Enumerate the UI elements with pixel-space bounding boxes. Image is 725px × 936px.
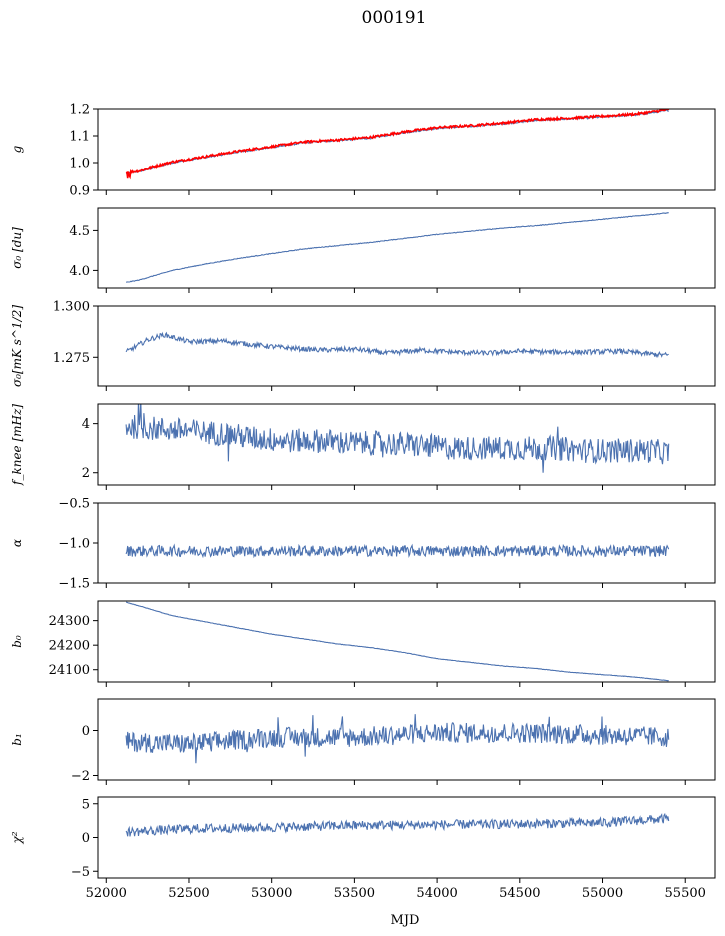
- x-axis-label: MJD: [391, 913, 420, 928]
- axes-frame: [97, 207, 716, 289]
- subplot-8: −5 0 5 52000 52500 53000 53500 54000 54500 55000 5…: [10, 796, 716, 901]
- y-tick-label: −1.0: [58, 537, 90, 552]
- x-tick-label: 54500: [499, 886, 540, 901]
- y-tick-label: 1.0: [69, 157, 90, 172]
- y-axis-label: b₁: [10, 733, 24, 746]
- y-tick-label: 1.1: [69, 130, 90, 145]
- y-axis-label: σ₀[mK s^1/2]: [10, 305, 24, 387]
- axes-frame: [97, 698, 716, 781]
- y-tick-label: 24300: [49, 614, 90, 629]
- subplot-6: 24100 24200 24300 b₀: [10, 600, 716, 687]
- axes-frame: [97, 796, 716, 879]
- series-line-1: [125, 714, 670, 764]
- subplot-1: 0.9 1.0 1.1 1.2 g: [10, 103, 716, 199]
- x-tick-label: 55500: [665, 886, 706, 901]
- subplot-3: 1.275 1.300 σ₀[mK s^1/2]: [10, 300, 716, 391]
- y-tick-label: 1.300: [53, 300, 90, 315]
- axes-frame: [97, 305, 716, 387]
- y-tick-label: 24100: [49, 663, 90, 678]
- y-tick-label: 0: [82, 724, 90, 739]
- series-line-1: [125, 331, 669, 358]
- series-line-2: [125, 109, 670, 180]
- y-tick-label: −0.5: [58, 497, 90, 512]
- y-axis-label: b₀: [10, 635, 24, 648]
- subplot-4: 2 4 f_knee [mHz]: [10, 403, 716, 490]
- y-tick-label: 5: [82, 797, 90, 812]
- x-tick-label: 55000: [582, 886, 623, 901]
- axes-frame: [97, 403, 716, 486]
- series-line-1: [125, 543, 670, 559]
- axes-frame: [97, 108, 716, 191]
- x-tick-label: 52000: [86, 886, 127, 901]
- x-tick-label: 53500: [334, 886, 375, 901]
- y-tick-label: 4.5: [69, 224, 90, 239]
- y-tick-label: 24200: [49, 639, 90, 654]
- subplots: 0.9 1.0 1.1 1.2 g 4.0 4.5 σ₀ [du] 1.275 1.300 σ₀[m…: [10, 103, 716, 901]
- subplot-5: −1.5 −1.0 −0.5 α: [10, 497, 716, 592]
- y-axis-label: g: [10, 145, 24, 153]
- series-line-1: [125, 404, 670, 473]
- subplot-2: 4.0 4.5 σ₀ [du]: [10, 207, 716, 293]
- y-axis-label: α: [10, 539, 24, 547]
- y-tick-label: −1.5: [58, 577, 90, 592]
- y-tick-label: 1.2: [69, 103, 90, 118]
- series-line-1: [126, 211, 669, 283]
- x-tick-label: 53000: [251, 886, 292, 901]
- series-line-1: [126, 601, 669, 682]
- y-tick-label: 4: [82, 417, 90, 432]
- x-tick-label: 54000: [416, 886, 457, 901]
- y-tick-label: 1.275: [53, 351, 90, 366]
- y-tick-label: 0: [82, 831, 90, 846]
- y-tick-label: −2: [71, 769, 90, 784]
- y-axis-label: f_knee [mHz]: [10, 404, 24, 486]
- axes-frame: [97, 502, 716, 584]
- x-tick-label: 52500: [168, 886, 209, 901]
- y-tick-label: 2: [82, 466, 90, 481]
- y-tick-label: −5: [71, 865, 90, 880]
- y-axis-label: χ²: [10, 831, 24, 844]
- figure-title: 000191: [362, 8, 427, 28]
- series-line-1: [125, 812, 670, 837]
- y-tick-label: 0.9: [69, 184, 90, 199]
- y-axis-label: σ₀ [du]: [10, 227, 24, 269]
- series-line-1: [125, 109, 669, 175]
- axes-frame: [97, 600, 716, 683]
- subplot-7: −2 0 b₁: [10, 698, 716, 785]
- y-tick-label: 4.0: [69, 264, 90, 279]
